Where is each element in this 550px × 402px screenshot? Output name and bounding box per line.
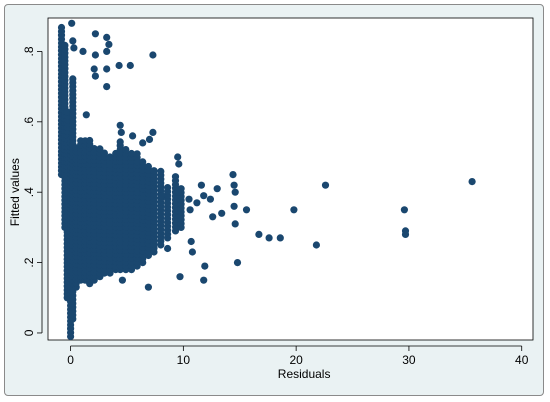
data-point [139, 139, 147, 147]
data-point [231, 188, 239, 196]
data-point [164, 244, 172, 253]
data-point [157, 167, 165, 175]
x-tick-label: 20 [289, 353, 303, 367]
y-tick-label: .8 [22, 46, 36, 56]
x-tick-label: 0 [67, 353, 74, 367]
data-point [164, 184, 172, 192]
data-point [69, 75, 77, 83]
data-point [187, 237, 195, 246]
data-point [174, 153, 182, 161]
data-point [401, 230, 410, 238]
data-point [197, 181, 205, 189]
data-point [186, 206, 194, 214]
data-point [200, 276, 208, 284]
data-point [86, 136, 94, 145]
x-tick-label: 40 [515, 353, 529, 367]
data-point [312, 241, 320, 249]
data-point [230, 181, 238, 189]
data-point [69, 37, 77, 45]
y-tick-label: 0 [22, 329, 36, 336]
data-point [201, 262, 209, 270]
data-point [103, 65, 111, 73]
data-point [90, 145, 98, 153]
data-point [400, 206, 408, 214]
x-axis-title: Residuals [278, 367, 331, 381]
data-point [139, 158, 147, 166]
data-point [96, 145, 104, 153]
data-point [276, 234, 284, 242]
data-point [242, 206, 251, 214]
y-tick-label: .6 [22, 116, 36, 126]
data-point [145, 135, 154, 143]
data-point [105, 40, 113, 49]
data-point [265, 234, 273, 242]
data-point [174, 188, 182, 196]
data-point [229, 171, 237, 179]
y-tick-label: .2 [22, 257, 36, 267]
data-point [126, 61, 134, 70]
data-point [61, 41, 69, 50]
data-point [103, 33, 111, 42]
y-axis: 0 .2 .4 .6 .8 [22, 46, 43, 336]
data-point [321, 181, 330, 189]
data-point [468, 178, 476, 186]
data-point [116, 121, 124, 129]
data-point [91, 30, 99, 38]
data-points [57, 19, 476, 341]
data-point [150, 167, 158, 175]
data-point [149, 51, 157, 59]
y-tick-label: .4 [22, 187, 36, 197]
data-point [290, 206, 298, 214]
data-point [213, 185, 221, 193]
data-point [193, 199, 201, 207]
data-point [175, 160, 183, 168]
data-point [185, 195, 193, 203]
data-point [133, 150, 141, 158]
data-point [230, 202, 238, 210]
x-tick-label: 10 [177, 353, 191, 367]
data-point [82, 111, 90, 119]
data-point [231, 220, 239, 228]
data-point [117, 128, 125, 136]
data-point [100, 149, 108, 157]
x-axis: 0 10 20 30 40 [67, 345, 529, 367]
data-point [200, 192, 208, 200]
data-point [171, 173, 180, 181]
data-point [233, 259, 242, 267]
data-point [116, 138, 124, 146]
data-point [176, 273, 184, 281]
data-point [122, 146, 130, 154]
data-point [63, 108, 71, 116]
data-point [91, 51, 99, 59]
data-point [118, 276, 126, 284]
data-point [115, 61, 123, 70]
data-point [149, 128, 157, 136]
data-point [103, 83, 111, 91]
data-point [206, 195, 214, 203]
data-point [255, 230, 263, 238]
data-point [91, 72, 99, 80]
data-point [218, 209, 226, 217]
data-point [106, 153, 114, 161]
data-point [68, 19, 76, 27]
data-point [79, 47, 87, 56]
data-point [127, 149, 136, 158]
data-point [103, 47, 111, 56]
y-axis-title: Fitted values [8, 158, 22, 226]
data-point [144, 283, 152, 291]
data-point [57, 23, 66, 32]
data-point [90, 65, 98, 73]
x-tick-label: 30 [402, 353, 416, 367]
data-point [188, 248, 196, 256]
data-point [144, 162, 152, 171]
data-point [158, 192, 166, 200]
data-point [129, 132, 137, 140]
data-point [209, 213, 217, 221]
data-point [70, 44, 78, 52]
